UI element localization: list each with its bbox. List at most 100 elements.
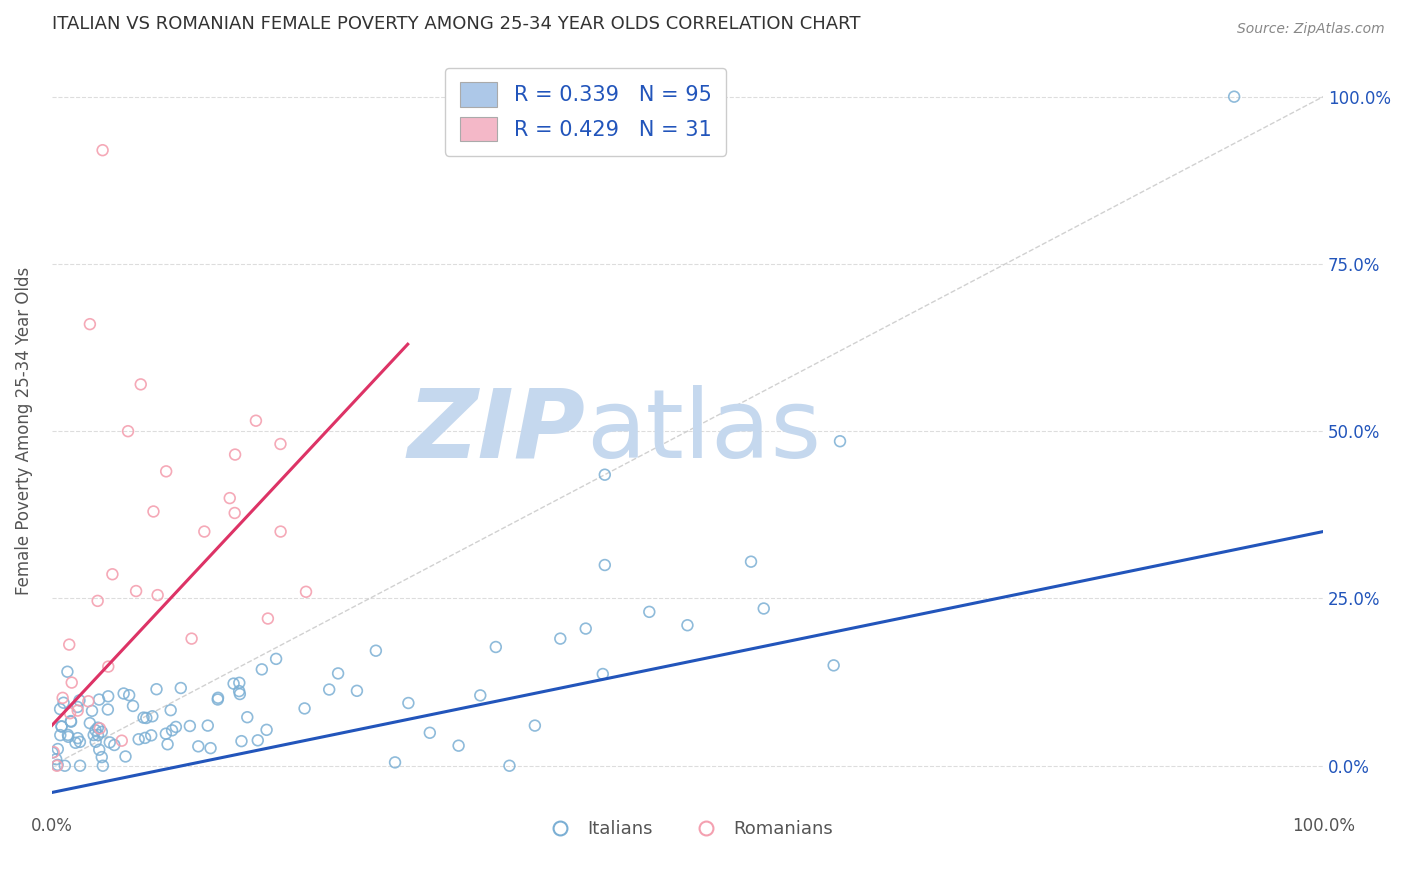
Point [269, 437, 291, 451]
Point [193, 524, 215, 539]
Point [364, 643, 387, 657]
Point [676, 618, 699, 632]
Point [294, 701, 316, 715]
Point [346, 683, 368, 698]
Point [41, 746, 63, 760]
Point [58, 638, 80, 652]
Point [87, 721, 110, 735]
Point [91, 143, 114, 157]
Point [270, 524, 292, 539]
Point [419, 725, 441, 739]
Point [79, 716, 101, 731]
Point [91, 758, 114, 772]
Point [125, 584, 148, 599]
Point [228, 684, 250, 698]
Point [65, 736, 87, 750]
Point [470, 689, 492, 703]
Point [87, 728, 110, 742]
Point [155, 727, 177, 741]
Point [295, 584, 318, 599]
Point [89, 722, 111, 736]
Point [66, 731, 89, 746]
Point [159, 703, 181, 717]
Point [117, 424, 139, 438]
Point [228, 675, 250, 690]
Point [52, 696, 75, 710]
Point [523, 718, 546, 732]
Point [83, 728, 105, 742]
Point [53, 758, 76, 772]
Point [155, 464, 177, 478]
Point [51, 719, 73, 733]
Point [46, 758, 69, 772]
Point [224, 448, 246, 462]
Point [1223, 89, 1246, 103]
Point [593, 467, 616, 482]
Point [638, 605, 661, 619]
Point [66, 704, 89, 718]
Point [97, 659, 120, 673]
Point [141, 709, 163, 723]
Point [66, 700, 89, 714]
Point [550, 632, 572, 646]
Point [97, 702, 120, 716]
Point [132, 710, 155, 724]
Point [384, 756, 406, 770]
Point [128, 732, 150, 747]
Point [60, 714, 83, 729]
Point [246, 733, 269, 747]
Point [80, 704, 103, 718]
Point [69, 693, 91, 707]
Point [828, 434, 851, 449]
Point [326, 666, 349, 681]
Point [236, 710, 259, 724]
Point [89, 742, 111, 756]
Text: ITALIAN VS ROMANIAN FEMALE POVERTY AMONG 25-34 YEAR OLDS CORRELATION CHART: ITALIAN VS ROMANIAN FEMALE POVERTY AMONG… [52, 15, 860, 33]
Point [207, 692, 229, 706]
Point [59, 706, 82, 721]
Point [592, 667, 614, 681]
Point [103, 738, 125, 752]
Point [56, 665, 79, 679]
Point [165, 720, 187, 734]
Point [142, 504, 165, 518]
Point [135, 711, 157, 725]
Point [84, 735, 107, 749]
Point [752, 601, 775, 615]
Point [250, 662, 273, 676]
Point [222, 676, 245, 690]
Point [145, 682, 167, 697]
Point [79, 317, 101, 331]
Point [58, 730, 80, 744]
Point [141, 728, 163, 742]
Point [42, 745, 65, 759]
Point [118, 688, 141, 702]
Point [740, 555, 762, 569]
Point [84, 723, 107, 738]
Text: atlas: atlas [586, 384, 821, 478]
Point [485, 640, 508, 654]
Point [129, 377, 152, 392]
Point [245, 414, 267, 428]
Point [257, 611, 280, 625]
Point [98, 735, 121, 749]
Point [49, 702, 72, 716]
Point [69, 735, 91, 749]
Point [224, 506, 246, 520]
Point [112, 686, 135, 700]
Point [46, 758, 69, 772]
Point [396, 696, 419, 710]
Legend: Italians, Romanians: Italians, Romanians [534, 813, 841, 846]
Y-axis label: Female Poverty Among 25-34 Year Olds: Female Poverty Among 25-34 Year Olds [15, 267, 32, 595]
Point [179, 719, 201, 733]
Point [51, 720, 73, 734]
Point [575, 622, 598, 636]
Point [200, 741, 222, 756]
Point [156, 737, 179, 751]
Point [86, 594, 108, 608]
Point [90, 724, 112, 739]
Point [46, 742, 69, 756]
Point [264, 652, 287, 666]
Point [122, 698, 145, 713]
Point [52, 690, 75, 705]
